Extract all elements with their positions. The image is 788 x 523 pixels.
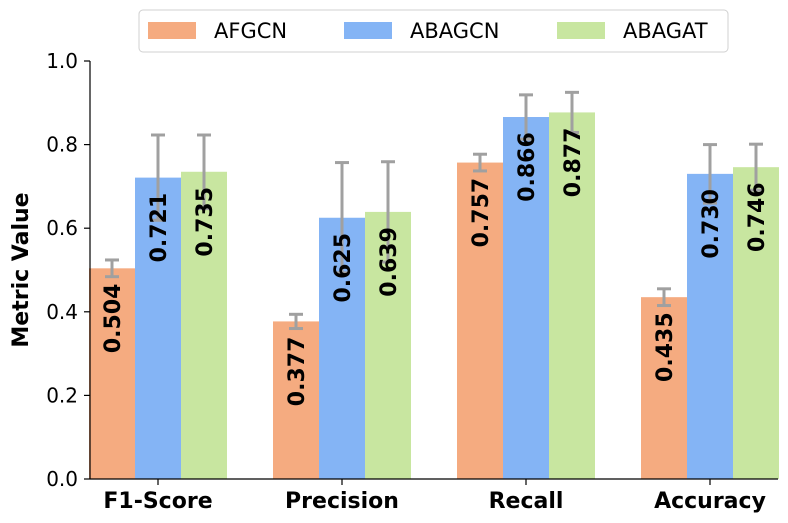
y-tick-label: 0.2 [46,383,78,407]
legend-label: ABAGAT [623,19,708,43]
value-label: 0.866 [515,132,540,202]
legend: AFGCN ABAGCN ABAGAT [138,9,729,53]
x-tick-label-precision: Precision [285,489,399,514]
error-bar-afgcn-f1-score [105,258,119,279]
error-bar-abagat-f1-score [197,133,211,211]
legend-entry-afgcn: AFGCN [148,19,287,43]
bar-afgcn-recall [457,162,503,479]
error-bar-abagcn-recall [519,93,533,141]
x-tick-label-recall: Recall [489,489,564,514]
error-bar-abagat-precision [381,160,395,264]
legend-frame [138,9,729,53]
y-axis-label: Metric Value [9,192,34,347]
value-label: 0.377 [285,337,310,407]
bar-abagat-f1-score [181,171,227,479]
value-label: 0.504 [101,284,126,354]
error-bar-abagat-accuracy [749,142,763,192]
axes: 0.0 0.2 0.4 0.6 0.8 1.0 F1-Score Precision Recal… [46,49,778,514]
y-tick-label: 0.6 [46,216,78,240]
legend-label: AFGCN [214,19,287,43]
legend-swatch [557,22,605,39]
value-label: 0.757 [469,178,494,248]
bar-abagcn-recall [503,117,549,480]
value-label: 0.735 [193,187,218,257]
error-bar-abagcn-f1-score [151,133,165,222]
y-tick-label: 0.0 [46,467,78,491]
value-label: 0.746 [745,182,770,252]
bar-abagat-accuracy [733,167,779,479]
y-tick-label: 1.0 [46,49,78,73]
bar-afgcn-accuracy [641,297,687,479]
x-tick-label-accuracy: Accuracy [654,489,766,514]
bar-afgcn-f1-score [89,268,135,479]
bar-abagcn-accuracy [687,173,733,480]
value-label: 0.435 [653,312,678,382]
y-tick-label: 0.8 [46,133,78,157]
legend-entry-abagcn: ABAGCN [344,19,499,43]
legend-swatch [148,22,196,39]
error-bar-afgcn-recall [473,152,487,173]
legend-entry-abagat: ABAGAT [557,19,708,43]
legend-label: ABAGCN [410,19,499,43]
error-bar-abagcn-precision [335,161,349,275]
bars-layer: 0.504 0.377 0.757 0.435 0.721 0.625 0.866 0.730… [89,90,779,480]
x-tick-label-f1-score: F1-Score [103,489,212,514]
error-bar-abagat-recall [565,90,579,134]
value-label: 0.625 [331,233,356,303]
bar-abagcn-f1-score [135,177,181,479]
value-label: 0.639 [377,227,402,297]
bar-afgcn-precision [273,321,319,479]
legend-swatch [344,22,392,39]
bar-abagat-recall [549,112,595,479]
value-label: 0.721 [147,193,172,263]
error-bar-afgcn-precision [289,312,303,331]
y-tick-label: 0.4 [46,300,78,324]
value-label: 0.877 [561,128,586,198]
value-label: 0.730 [699,189,724,259]
error-bar-afgcn-accuracy [657,287,671,308]
error-bar-abagcn-accuracy [703,143,717,205]
